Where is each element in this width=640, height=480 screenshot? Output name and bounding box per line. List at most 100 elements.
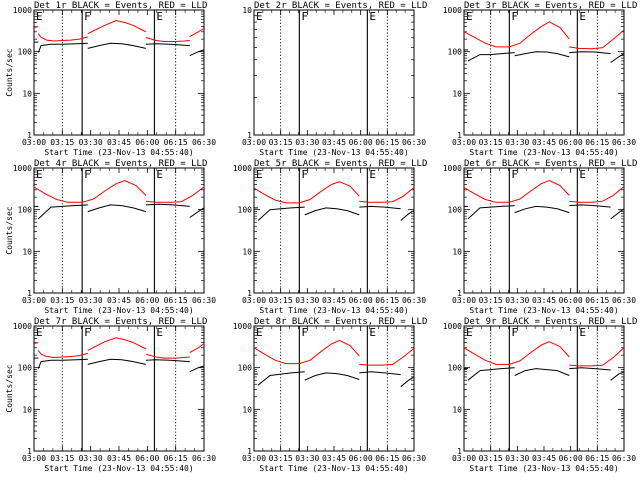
panel-det-8: Det 8r BLACK = Events, RED = LLD 1 10 100 10… <box>233 317 428 473</box>
start-marker-label: E <box>466 168 473 181</box>
y-tick-label: 100 <box>448 364 463 373</box>
series-segment <box>257 206 305 221</box>
series-segment <box>145 203 190 207</box>
series-segment <box>189 49 205 57</box>
x-tick-label: 03:00 <box>22 138 46 147</box>
series-segment <box>87 42 147 49</box>
x-tick-label: 06:15 <box>585 296 609 305</box>
x-tick-label: 03:45 <box>107 138 131 147</box>
series-segment <box>33 342 39 344</box>
y-tick-label: 1 <box>247 131 252 140</box>
x-tick-label: 06:15 <box>164 296 188 305</box>
x-tick-label: 06:15 <box>375 138 399 147</box>
x-axis-label: Start Time (23-Nov-13 04:55:40) <box>259 464 408 473</box>
x-tick-label: 06:15 <box>164 454 188 463</box>
lld-series <box>253 181 415 204</box>
x-tick-label: 06:00 <box>349 138 373 147</box>
x-tick-label: 03:45 <box>532 454 556 463</box>
panel-det-9: Det 9r BLACK = Events, RED = LLD 1 10 100 10… <box>443 317 638 473</box>
x-tick-label: 06:30 <box>192 296 216 305</box>
lld-series <box>33 179 205 203</box>
series-segment <box>189 28 205 38</box>
x-axis-label: Start Time (23-Nov-13 04:55:40) <box>259 306 408 315</box>
start-marker-label: E <box>466 326 473 339</box>
x-axis-label: Start Time (23-Nov-13 04:55:40) <box>469 464 618 473</box>
series-segment <box>569 204 611 208</box>
series-segment <box>463 21 570 48</box>
x-tick-label: 03:00 <box>452 296 476 305</box>
start-marker-label: E <box>36 326 43 339</box>
series-segment <box>87 337 147 351</box>
x-tick-label: 03:15 <box>50 138 74 147</box>
plot-frame <box>253 325 415 452</box>
x-tick-label: 06:00 <box>135 138 159 147</box>
y-tick-label: 100 <box>448 48 463 57</box>
events-series <box>464 367 625 381</box>
x-axis-label: Start Time (23-Nov-13 04:55:40) <box>44 464 193 473</box>
series-segment <box>37 33 88 42</box>
x-tick-label: 06:30 <box>192 454 216 463</box>
y-tick-label: 1 <box>27 289 32 298</box>
panel-det-5: Det 5r BLACK = Events, RED = LLD 1 10 100 10… <box>233 159 428 315</box>
x-tick-label: 03:15 <box>479 454 503 463</box>
marker-label: F <box>301 10 308 23</box>
events-series <box>464 49 625 63</box>
series-segment <box>467 367 515 381</box>
y-tick-label: 10 <box>452 247 462 256</box>
lld-series <box>33 337 205 359</box>
events-series <box>34 357 205 373</box>
y-tick-label: 10 <box>22 247 32 256</box>
x-axis-label: Start Time (23-Nov-13 04:55:40) <box>469 148 618 157</box>
marker-label: F <box>84 10 91 23</box>
series-segment <box>304 207 360 216</box>
events-series <box>254 371 415 388</box>
x-tick-label: 06:00 <box>559 296 583 305</box>
x-tick-label: 03:30 <box>79 296 103 305</box>
series-segment <box>145 353 190 359</box>
series-segment <box>145 36 190 42</box>
panel-title: Det 8r BLACK = Events, RED = LLD <box>254 317 427 327</box>
marker-label: E <box>579 326 586 339</box>
series-segment <box>145 186 205 203</box>
series-segment <box>253 339 360 365</box>
x-axis-label: Start Time (23-Nov-13 04:55:40) <box>44 306 193 315</box>
series-segment <box>87 204 147 213</box>
y-tick-label: 10 <box>452 89 462 98</box>
x-tick-label: 03:15 <box>50 296 74 305</box>
events-series <box>34 41 205 57</box>
y-axis-label: Counts/sec <box>5 48 14 96</box>
x-tick-label: 03:45 <box>322 296 346 305</box>
series-segment <box>610 208 625 220</box>
marker-label: E <box>579 168 586 181</box>
x-tick-label: 03:30 <box>505 454 529 463</box>
y-tick-label: 1000 <box>233 164 252 173</box>
y-tick-label: 100 <box>18 48 33 57</box>
panel-det-4: Det 4r BLACK = Events, RED = LLD 1 10 100 10… <box>5 159 216 315</box>
start-marker-label: E <box>466 10 473 23</box>
series-segment <box>37 42 88 53</box>
x-tick-label: 06:30 <box>612 454 636 463</box>
y-tick-label: 1 <box>247 289 252 298</box>
series-segment <box>467 205 515 220</box>
y-tick-label: 1 <box>457 447 462 456</box>
y-tick-label: 100 <box>18 364 33 373</box>
marker-label: E <box>156 326 163 339</box>
marker-label: F <box>511 10 518 23</box>
events-series <box>464 204 625 220</box>
y-tick-label: 1 <box>457 131 462 140</box>
y-tick-label: 100 <box>238 364 253 373</box>
series-segment <box>189 365 205 373</box>
panel-title: Det 6r BLACK = Events, RED = LLD <box>464 159 637 169</box>
y-tick-label: 10 <box>242 6 252 15</box>
x-tick-label: 03:30 <box>295 454 319 463</box>
y-tick-label: 10 <box>22 89 32 98</box>
marker-label: E <box>579 10 586 23</box>
x-tick-label: 06:15 <box>375 454 399 463</box>
x-tick-label: 06:30 <box>402 296 426 305</box>
x-tick-label: 06:30 <box>612 138 636 147</box>
events-series <box>34 203 205 220</box>
series-segment <box>463 341 570 365</box>
plot-frame <box>463 167 625 294</box>
y-tick-label: 1 <box>247 447 252 456</box>
